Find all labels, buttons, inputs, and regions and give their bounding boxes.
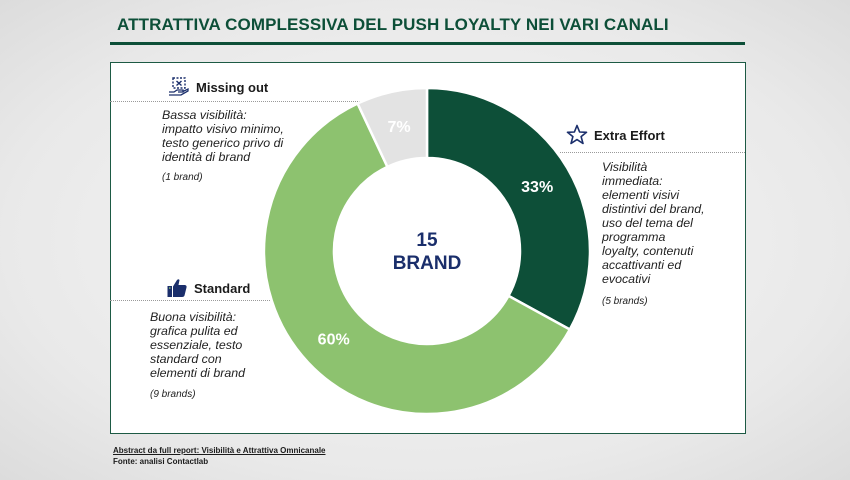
extra-effort-label: Extra Effort xyxy=(594,127,665,143)
missing-out-count: (1 brand) xyxy=(162,172,203,183)
missing-out-heading: Missing out xyxy=(168,76,268,98)
standard-label: Standard xyxy=(194,280,251,296)
missing-out-description: Bassa visibilità: impatto visivo minimo,… xyxy=(162,108,284,164)
desc-line: evocativi xyxy=(602,272,651,286)
desc-line: elementi di brand xyxy=(150,366,246,380)
standard-heading: Standard xyxy=(166,277,250,299)
missing-out-slice xyxy=(355,86,429,169)
extra-leader-line xyxy=(560,152,745,153)
footer-abstract-text: Abstract da full report: Visibilità e At… xyxy=(113,446,326,455)
desc-line: testo generico privo di xyxy=(162,136,284,150)
empty-box-hand-icon xyxy=(168,76,190,98)
desc-line: standard con xyxy=(150,352,222,366)
desc-line: identità di brand xyxy=(162,150,251,164)
desc-line: essenziale, testo xyxy=(150,338,243,352)
title-underline xyxy=(110,42,745,45)
extra-effort-slice xyxy=(425,86,592,332)
desc-line: impatto visivo minimo, xyxy=(162,122,284,136)
extra-effort-heading: Extra Effort xyxy=(566,124,665,146)
desc-line: immediata: xyxy=(602,174,663,188)
desc-line: distintivi del brand, xyxy=(602,202,705,216)
missing-out-label: Missing out xyxy=(196,79,269,95)
desc-line: Visibilità xyxy=(602,160,648,174)
standard-description: Buona visibilità: grafica pulita ed esse… xyxy=(150,310,245,380)
standard-count: (9 brands) xyxy=(150,389,196,400)
standard-slice xyxy=(262,101,572,416)
chart-title: ATTRATTIVA COMPLESSIVA DEL PUSH LOYALTY … xyxy=(117,15,669,34)
desc-line: accattivanti ed xyxy=(602,258,682,272)
desc-line: uso del tema del xyxy=(602,216,693,230)
desc-line: elementi visivi xyxy=(602,188,680,202)
extra-effort-description: Visibilità immediata: elementi visivi di… xyxy=(602,160,705,286)
extra-effort-value-label: 33% xyxy=(521,179,553,196)
footer-abstract: Abstract da full report: Visibilità e At… xyxy=(113,446,326,455)
center-unit: BRAND xyxy=(392,253,462,274)
missing-out-value-label: 7% xyxy=(388,119,411,136)
footer-source: Fonte: analisi Contactlab xyxy=(113,457,209,466)
missing-leader-line xyxy=(110,101,360,102)
star-outline-icon xyxy=(566,124,588,146)
standard-value-label: 60% xyxy=(318,332,350,349)
desc-line: programma xyxy=(602,230,666,244)
standard-leader-line xyxy=(110,300,270,301)
desc-line: loyalty, contenuti xyxy=(602,244,694,258)
thumbs-up-icon xyxy=(166,277,188,299)
center-count: 15 xyxy=(416,230,438,251)
extra-effort-count: (5 brands) xyxy=(602,296,648,307)
desc-line: grafica pulita ed xyxy=(150,324,238,338)
desc-line: Buona visibilità: xyxy=(150,310,237,324)
desc-line: Bassa visibilità: xyxy=(162,108,247,122)
center-label: 15 BRAND xyxy=(367,229,487,275)
